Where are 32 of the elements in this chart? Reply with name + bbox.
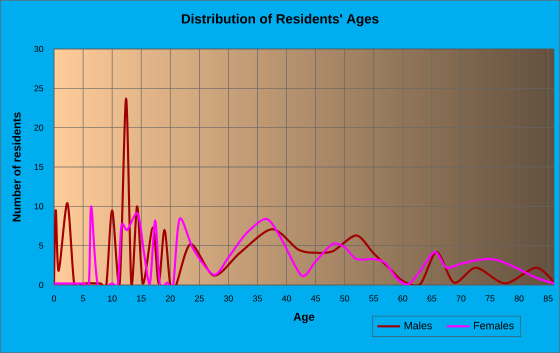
x-tick-label: 45: [311, 295, 320, 302]
x-tick-label: 50: [340, 295, 350, 302]
y-tick-label: 25: [34, 85, 44, 92]
line-series: [54, 97, 554, 285]
y-axis-title: Number of residents: [12, 112, 21, 222]
line-series: [54, 205, 554, 285]
x-tick-label: 30: [224, 295, 233, 302]
x-tick-label: 65: [428, 295, 436, 302]
y-tick-label: 15: [34, 164, 44, 170]
x-tick-label: 5: [81, 295, 86, 302]
x-tick-label: 40: [282, 295, 292, 302]
x-tick-label: 55: [369, 295, 378, 302]
x-tick-label: 35: [253, 295, 262, 302]
x-tick-label: 25: [194, 295, 204, 302]
legend-label: Females: [474, 321, 514, 330]
x-tick-label: 80: [514, 295, 524, 302]
y-tick-label: 10: [34, 203, 44, 210]
x-tick-label: 15: [137, 295, 146, 302]
x-axis-title: Age: [294, 312, 314, 324]
x-tick-label: 75: [486, 295, 494, 302]
legend-label: Males: [404, 321, 432, 330]
x-tick-label: 20: [166, 295, 175, 302]
chart-title: Distribution of Residents' Ages: [182, 14, 378, 26]
y-tick-label: 20: [34, 124, 44, 131]
y-tick-label: 0: [39, 282, 44, 288]
y-tick-label: 5: [39, 242, 44, 249]
x-tick-label: 60: [398, 295, 408, 302]
x-tick-label: 85: [544, 295, 553, 302]
y-tick-label: 30: [34, 46, 44, 52]
x-tick-label: 10: [108, 295, 117, 302]
x-tick-label: 70: [456, 295, 466, 302]
x-tick-label: 0: [52, 295, 56, 302]
